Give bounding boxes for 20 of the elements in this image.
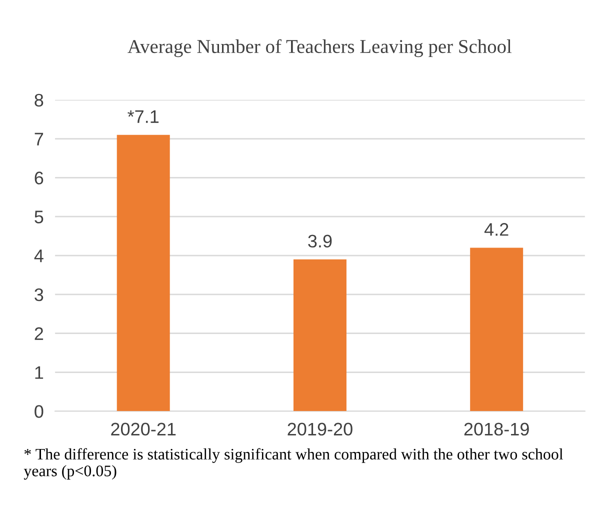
data-label: 3.9 (308, 234, 332, 248)
y-tick-label: 8 (34, 94, 44, 107)
bar (116, 134, 170, 412)
y-tick-label: 1 (35, 366, 44, 379)
y-tick-label: 3 (34, 288, 44, 302)
y-tick-label: 2 (34, 327, 44, 340)
bar (470, 248, 524, 412)
text: * The difference is statistically significant when compared with the other two school years (p<0.05) (24, 448, 564, 480)
x-tick-label: 2020-21 (111, 422, 176, 436)
bar (293, 259, 346, 412)
chart-title: Average Number of Teachers Leaving per School (128, 39, 512, 58)
y-tick-label: 0 (34, 405, 44, 418)
y-tick-label: 7 (34, 132, 44, 146)
data-label: 4.2 (484, 223, 508, 236)
data-label: *7.1 (128, 110, 159, 123)
y-tick-label: 4 (34, 250, 44, 262)
x-tick-label: 2018-19 (464, 422, 529, 436)
x-tick-label: 2019-20 (288, 422, 352, 436)
y-tick-label: 5 (34, 210, 44, 224)
y-tick-label: 6 (34, 172, 44, 184)
